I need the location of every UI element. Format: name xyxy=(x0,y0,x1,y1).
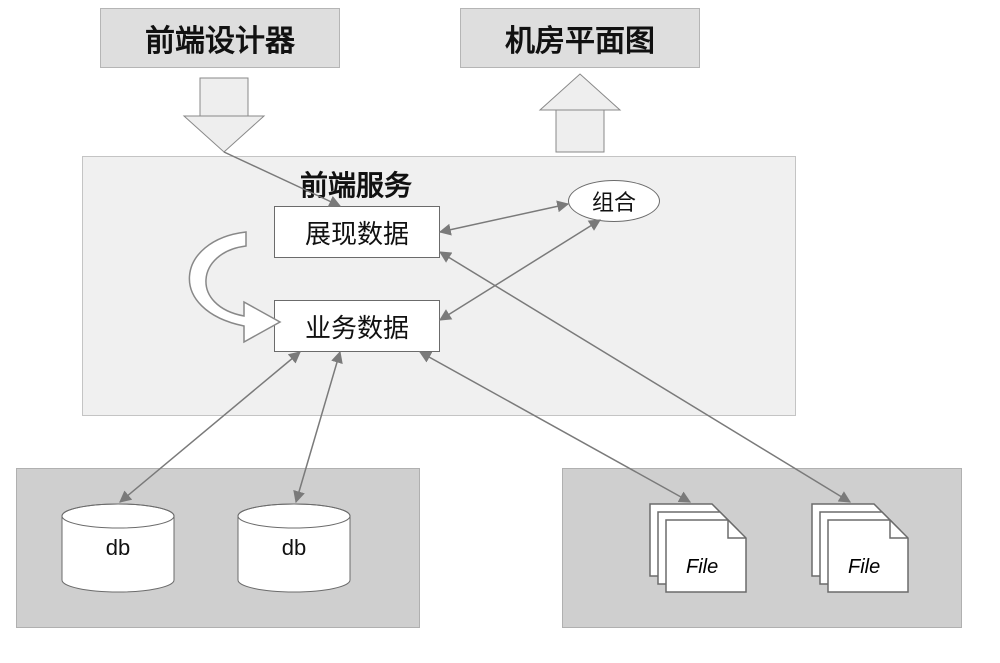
floorplan-box: 机房平面图 xyxy=(460,8,700,68)
file1-icon: File xyxy=(646,500,756,596)
file1-label: File xyxy=(686,556,718,579)
combine-label: 组合 xyxy=(592,185,636,217)
biz-data-label: 业务数据 xyxy=(305,308,409,345)
arrow-floorplan-up xyxy=(540,74,620,152)
service-panel xyxy=(82,156,796,416)
display-data-box: 展现数据 xyxy=(274,206,440,258)
db1-label: db xyxy=(106,535,130,561)
display-data-label: 展现数据 xyxy=(305,214,409,251)
floorplan-label: 机房平面图 xyxy=(505,16,655,60)
db2-icon: db xyxy=(236,502,352,594)
biz-data-box: 业务数据 xyxy=(274,300,440,352)
designer-box: 前端设计器 xyxy=(100,8,340,68)
arrow-designer-down xyxy=(184,78,264,152)
db2-label: db xyxy=(282,535,306,561)
combine-ellipse: 组合 xyxy=(568,180,660,222)
designer-label: 前端设计器 xyxy=(145,16,295,60)
file2-label: File xyxy=(848,556,880,579)
db1-icon: db xyxy=(60,502,176,594)
service-title: 前端服务 xyxy=(300,164,412,204)
file2-icon: File xyxy=(808,500,918,596)
